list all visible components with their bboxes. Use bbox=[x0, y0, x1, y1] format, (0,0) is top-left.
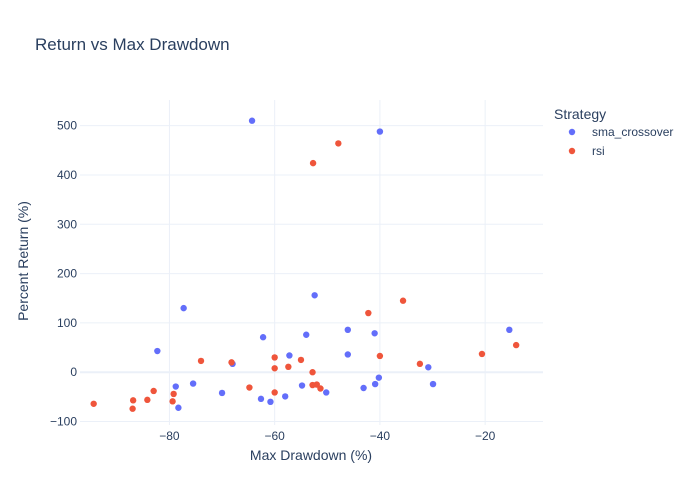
data-point-sma-crossover bbox=[311, 292, 318, 299]
y-tick-label: −100 bbox=[50, 415, 77, 429]
data-point-rsi bbox=[246, 384, 253, 391]
data-point-sma-crossover bbox=[180, 304, 187, 312]
data-point-rsi bbox=[197, 357, 205, 365]
data-point-sma-crossover bbox=[286, 352, 293, 359]
data-point-sma-crossover bbox=[281, 393, 289, 400]
y-axis-title: Percent Return (%) bbox=[15, 201, 31, 321]
data-point-sma-crossover bbox=[172, 383, 179, 390]
data-point-rsi bbox=[478, 350, 486, 358]
data-point-sma-crossover bbox=[175, 404, 182, 411]
data-point-sma-crossover bbox=[189, 380, 197, 387]
y-tick-label: 400 bbox=[57, 168, 77, 182]
data-point-rsi bbox=[309, 369, 316, 376]
data-point-rsi bbox=[129, 397, 137, 404]
data-point-sma-crossover bbox=[429, 380, 437, 388]
legend-marker-rsi[interactable] bbox=[568, 147, 576, 155]
data-point-sma-crossover bbox=[425, 364, 432, 371]
data-point-rsi bbox=[169, 398, 176, 405]
data-point-rsi bbox=[297, 356, 305, 364]
data-point-rsi bbox=[271, 389, 278, 396]
data-point-rsi bbox=[512, 341, 520, 349]
legend-label-rsi[interactable]: rsi bbox=[592, 144, 605, 158]
data-point-sma-crossover bbox=[323, 389, 330, 396]
data-point-rsi bbox=[150, 387, 157, 395]
data-point-sma-crossover bbox=[303, 331, 310, 338]
grid-lines bbox=[80, 100, 543, 425]
data-point-rsi bbox=[335, 140, 342, 147]
x-tick-label: −60 bbox=[264, 429, 285, 443]
data-point-rsi bbox=[271, 365, 278, 372]
data-point-rsi bbox=[376, 352, 384, 360]
legend-label-sma-crossover[interactable]: sma_crossover bbox=[592, 125, 673, 139]
data-point-rsi bbox=[309, 159, 317, 167]
data-point-rsi bbox=[271, 354, 278, 361]
x-tick-label: −80 bbox=[159, 429, 180, 443]
data-point-sma-crossover bbox=[371, 380, 379, 388]
x-axis-title: Max Drawdown (%) bbox=[250, 447, 372, 463]
y-tick-label: 200 bbox=[57, 267, 77, 281]
data-point-rsi bbox=[90, 400, 97, 407]
x-tick-label: −40 bbox=[370, 429, 391, 443]
x-tick-label: −20 bbox=[475, 429, 496, 443]
data-point-sma-crossover bbox=[506, 326, 513, 334]
data-point-sma-crossover bbox=[267, 398, 274, 406]
data-point-rsi bbox=[317, 385, 324, 392]
data-point-sma-crossover bbox=[218, 389, 226, 397]
data-point-sma-crossover bbox=[376, 128, 384, 135]
data-point-rsi bbox=[399, 297, 407, 304]
data-point-sma-crossover bbox=[375, 374, 383, 381]
tick-labels: −80 −60 −40 −20 −100 0 100 200 300 400 500 bbox=[50, 119, 496, 443]
y-tick-label: 300 bbox=[57, 217, 77, 231]
data-point-sma-crossover bbox=[154, 347, 161, 355]
data-point-sma-crossover bbox=[344, 351, 352, 358]
data-point-sma-crossover bbox=[371, 330, 378, 337]
data-point-sma-crossover bbox=[360, 384, 367, 392]
data-point-sma-crossover bbox=[344, 326, 352, 334]
data-point-rsi bbox=[228, 359, 235, 366]
data-point-sma-crossover bbox=[248, 117, 256, 124]
y-tick-label: 500 bbox=[57, 119, 77, 133]
data-point-rsi bbox=[144, 396, 151, 404]
chart-title: Return vs Max Drawdown bbox=[35, 35, 230, 54]
data-points bbox=[90, 117, 520, 412]
data-point-rsi bbox=[170, 390, 177, 398]
data-point-sma-crossover bbox=[298, 382, 306, 389]
data-point-rsi bbox=[129, 405, 136, 412]
data-point-rsi bbox=[285, 363, 292, 371]
legend-marker-sma-crossover[interactable] bbox=[568, 128, 576, 136]
y-tick-label: 100 bbox=[57, 316, 77, 330]
legend-title: Strategy bbox=[554, 106, 606, 122]
data-point-sma-crossover bbox=[257, 395, 265, 403]
y-tick-label: 0 bbox=[70, 365, 77, 379]
data-point-rsi bbox=[365, 309, 372, 317]
data-point-sma-crossover bbox=[259, 334, 267, 341]
data-point-rsi bbox=[416, 360, 424, 368]
